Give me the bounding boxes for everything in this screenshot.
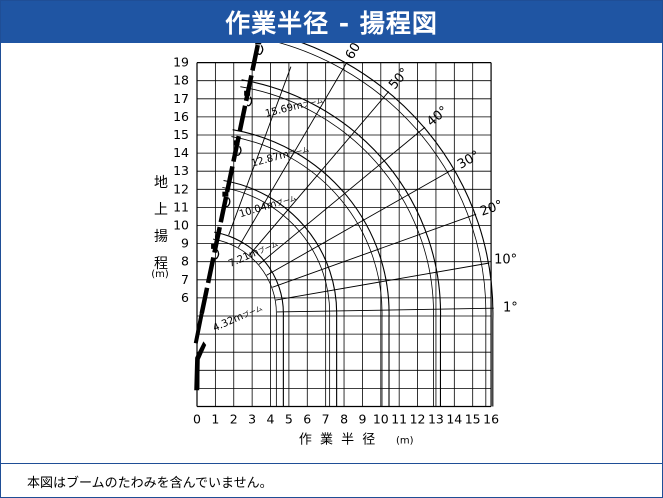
angle-label: 40° [424, 104, 451, 130]
y-axis-unit: (m) [151, 269, 169, 280]
x-tick-label: 3 [248, 412, 256, 427]
header-bar: 作業半径 - 揚程図 [1, 1, 662, 43]
x-tick-label: 10 [373, 412, 389, 427]
y-tick-label: 18 [173, 73, 189, 88]
boom-base [193, 312, 204, 344]
hook-icon [224, 197, 231, 208]
y-tick-label: 9 [181, 236, 189, 251]
hook-icon [257, 45, 264, 56]
hook-icon [213, 249, 220, 260]
boom-arc-inner [212, 238, 277, 407]
annotations: 1°10°20°30°40°50°60°70°78°4.32mブーム7.21mブ… [151, 43, 518, 448]
boom-arc [232, 129, 390, 407]
boom-arcs [212, 43, 494, 407]
hook-icon [246, 96, 253, 107]
angle-label: 1° [503, 300, 518, 315]
y-tick-label: 10 [173, 218, 189, 233]
x-tick-label: 13 [428, 412, 444, 427]
angle-line [276, 307, 494, 313]
angle-line [266, 168, 455, 276]
y-axis-label-char: 地 [154, 175, 168, 191]
angle-line [228, 66, 292, 236]
y-axis-label-char: 上 [154, 202, 168, 218]
boom-arc-inner [240, 86, 434, 407]
page-title: 作業半径 - 揚程図 [225, 9, 438, 38]
y-axis-label-char: 程 [154, 256, 168, 272]
x-tick-label: 5 [285, 412, 293, 427]
angle-line [272, 213, 477, 288]
boom-arc [241, 79, 442, 407]
x-tick-label: 4 [267, 412, 275, 427]
boom-tip [255, 43, 262, 45]
outrigger-shape [194, 341, 207, 391]
angle-line [249, 91, 390, 256]
x-tick-label: 1 [211, 412, 219, 427]
x-tick-label: 14 [446, 412, 462, 427]
y-tick-label: 6 [181, 290, 189, 305]
boom-tip [211, 243, 218, 249]
x-tick-label: 15 [465, 412, 481, 427]
y-tick-label: 13 [173, 163, 189, 178]
y-tick-label: 15 [173, 127, 189, 142]
y-tick-label: 16 [173, 109, 189, 124]
x-tick-label: 0 [193, 412, 201, 427]
boom-tip [244, 90, 251, 96]
angle-label: 30° [455, 148, 482, 173]
hook-icon [235, 145, 242, 156]
y-axis-label-char: 揚 [154, 228, 168, 245]
x-tick-label: 9 [358, 412, 366, 427]
boom-arc [223, 179, 338, 407]
boom-arc [214, 231, 284, 407]
grid [196, 62, 492, 408]
boom-line [199, 43, 261, 314]
boom-length-label: 12.87mブーム [250, 144, 310, 170]
angle-label: 60° [343, 43, 368, 62]
footnote-text: 本図はブームのたわみを含んでいません。 [27, 475, 273, 491]
tick-labels: 0 1 2 3 4 5 6 7 8 9 10 11 12 13 14 15 166789101112131415… [173, 55, 499, 427]
boom-arc-inner [222, 186, 331, 407]
y-tick-label: 19 [173, 55, 189, 70]
angle-line [258, 126, 426, 265]
boom-tip [222, 191, 229, 197]
y-tick-label: 12 [173, 181, 189, 196]
x-tick-label: 2 [230, 412, 238, 427]
x-tick-label: 6 [303, 412, 311, 427]
x-axis-label: 作 業 半 径 [299, 432, 377, 448]
y-tick-label: 11 [173, 199, 189, 214]
x-tick-label: 7 [322, 412, 330, 427]
y-tick-label: 17 [173, 91, 189, 106]
angle-line [275, 262, 490, 301]
boom-tip [233, 140, 240, 146]
y-tick-label: 7 [181, 272, 189, 287]
x-tick-label: 8 [340, 412, 348, 427]
y-tick-label: 14 [173, 145, 189, 160]
angle-label: 10° [494, 253, 517, 268]
working-radius-chart: 0 1 2 3 4 5 6 7 8 9 10 11 12 13 14 15 166789101112131415… [151, 43, 518, 448]
boom-arc-inner [278, 43, 487, 407]
footnote-bar: 本図はブームのたわみを含んでいません。 [1, 463, 662, 498]
y-tick-label: 8 [181, 254, 189, 269]
boom-silhouette [193, 43, 264, 391]
angle-label: 20° [478, 198, 505, 220]
x-axis-unit: (m) [396, 436, 414, 447]
boom-arc-inner [231, 136, 383, 407]
angle-line [237, 62, 348, 248]
angle-lines [228, 62, 494, 313]
boom-length-label: 4.32mブーム [211, 303, 264, 335]
x-tick-label: 11 [391, 412, 407, 427]
boom-arc [301, 43, 494, 407]
angle-label: 50° [386, 65, 412, 92]
x-tick-label: 16 [483, 412, 499, 427]
x-tick-label: 12 [410, 412, 426, 427]
